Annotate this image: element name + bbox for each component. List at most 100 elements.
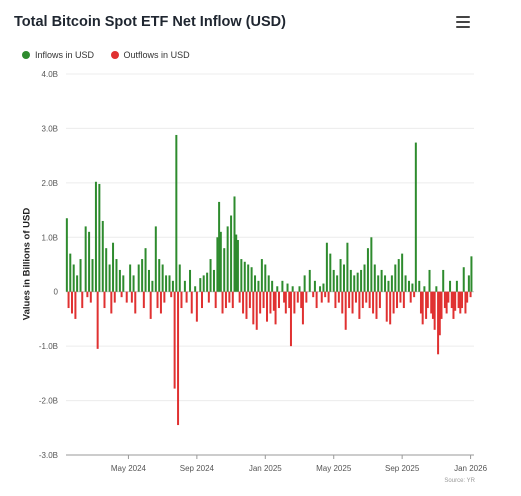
outflow-bar[interactable] (283, 291, 286, 303)
inflow-bar[interactable] (267, 275, 270, 292)
inflow-bar[interactable] (462, 267, 465, 292)
outflow-bar[interactable] (163, 291, 166, 303)
inflow-bar[interactable] (407, 280, 410, 292)
outflow-bar[interactable] (351, 291, 354, 314)
outflow-bar[interactable] (89, 291, 92, 303)
inflow-bar[interactable] (236, 240, 239, 292)
outflow-bar[interactable] (274, 291, 277, 325)
outflow-bar[interactable] (103, 291, 106, 309)
inflow-bar[interactable] (233, 196, 236, 292)
outflow-bar[interactable] (134, 291, 137, 314)
legend-item-inflows[interactable]: Inflows in USD (22, 50, 94, 60)
outflow-bar[interactable] (190, 291, 193, 314)
inflow-bar[interactable] (226, 226, 229, 292)
inflow-bar[interactable] (105, 248, 108, 292)
outflow-bar[interactable] (170, 291, 173, 298)
outflow-bar[interactable] (425, 291, 428, 319)
inflow-bar[interactable] (69, 253, 72, 292)
inflow-bar[interactable] (147, 269, 150, 292)
outflow-bar[interactable] (289, 291, 292, 347)
outflow-bar[interactable] (110, 291, 113, 314)
legend-item-outflows[interactable]: Outflows in USD (110, 50, 190, 60)
inflow-bar[interactable] (199, 278, 202, 292)
outflow-bar[interactable] (266, 291, 269, 322)
inflow-bar[interactable] (209, 259, 212, 292)
inflow-bar[interactable] (387, 280, 390, 292)
inflow-bar[interactable] (260, 259, 263, 292)
outflow-bar[interactable] (450, 291, 453, 309)
inflow-bar[interactable] (101, 220, 104, 292)
outflow-bar[interactable] (466, 291, 469, 303)
inflow-bar[interactable] (76, 275, 79, 292)
inflow-bar[interactable] (339, 259, 342, 292)
inflow-bar[interactable] (298, 286, 301, 292)
inflow-bar[interactable] (332, 269, 335, 292)
outflow-bar[interactable] (334, 291, 337, 309)
inflow-bar[interactable] (322, 283, 325, 292)
inflow-bar[interactable] (84, 226, 87, 292)
inflow-bar[interactable] (435, 286, 438, 292)
inflow-bar[interactable] (455, 280, 458, 292)
outflow-bar[interactable] (315, 291, 318, 309)
outflow-bar[interactable] (195, 291, 198, 322)
inflow-bar[interactable] (313, 280, 316, 292)
outflow-bar[interactable] (454, 291, 457, 311)
hamburger-menu-icon[interactable] (456, 16, 470, 29)
inflow-bar[interactable] (144, 248, 147, 292)
outflow-bar[interactable] (344, 291, 347, 330)
inflow-bar[interactable] (212, 269, 215, 292)
outflow-bar[interactable] (159, 291, 162, 314)
inflow-bar[interactable] (175, 134, 178, 292)
inflow-bar[interactable] (122, 275, 125, 292)
inflow-bar[interactable] (230, 215, 233, 292)
outflow-bar[interactable] (354, 291, 357, 303)
inflow-bar[interactable] (370, 237, 373, 292)
inflow-bar[interactable] (380, 269, 383, 292)
inflow-bar[interactable] (329, 253, 332, 292)
inflow-bar[interactable] (91, 259, 94, 292)
inflow-bar[interactable] (291, 286, 294, 292)
outflow-bar[interactable] (113, 291, 116, 303)
outflow-bar[interactable] (372, 291, 375, 314)
inflow-bar[interactable] (281, 280, 284, 292)
inflow-bar[interactable] (216, 237, 219, 292)
outflow-bar[interactable] (207, 291, 210, 303)
inflow-bar[interactable] (276, 286, 279, 292)
inflow-bar[interactable] (428, 269, 431, 292)
inflow-bar[interactable] (154, 226, 157, 292)
outflow-bar[interactable] (96, 291, 99, 349)
inflow-bar[interactable] (108, 264, 111, 292)
outflow-bar[interactable] (457, 291, 460, 309)
inflow-bar[interactable] (390, 275, 393, 292)
inflow-bar[interactable] (467, 275, 470, 292)
inflow-bar[interactable] (161, 264, 164, 292)
outflow-bar[interactable] (438, 291, 441, 336)
inflow-bar[interactable] (129, 264, 132, 292)
inflow-bar[interactable] (303, 275, 306, 292)
outflow-bar[interactable] (81, 291, 84, 309)
outflow-bar[interactable] (402, 291, 405, 309)
inflow-bar[interactable] (356, 272, 359, 292)
inflow-bar[interactable] (449, 280, 452, 292)
inflow-bar[interactable] (223, 248, 226, 292)
outflow-bar[interactable] (368, 291, 371, 309)
inflow-bar[interactable] (250, 267, 253, 292)
outflow-bar[interactable] (431, 291, 434, 319)
inflow-bar[interactable] (264, 264, 267, 292)
outflow-bar[interactable] (242, 291, 245, 314)
inflow-bar[interactable] (411, 283, 414, 292)
inflow-bar[interactable] (414, 142, 417, 292)
outflow-bar[interactable] (469, 291, 472, 298)
inflow-bar[interactable] (79, 259, 82, 292)
inflow-bar[interactable] (442, 269, 445, 292)
inflow-bar[interactable] (112, 242, 115, 292)
inflow-bar[interactable] (178, 264, 181, 292)
outflow-bar[interactable] (86, 291, 89, 298)
outflow-bar[interactable] (259, 291, 262, 314)
inflow-bar[interactable] (349, 269, 352, 292)
outflow-bar[interactable] (348, 291, 351, 309)
outflow-bar[interactable] (324, 291, 327, 298)
outflow-bar[interactable] (341, 291, 344, 314)
inflow-bar[interactable] (72, 264, 75, 292)
outflow-bar[interactable] (231, 291, 234, 309)
